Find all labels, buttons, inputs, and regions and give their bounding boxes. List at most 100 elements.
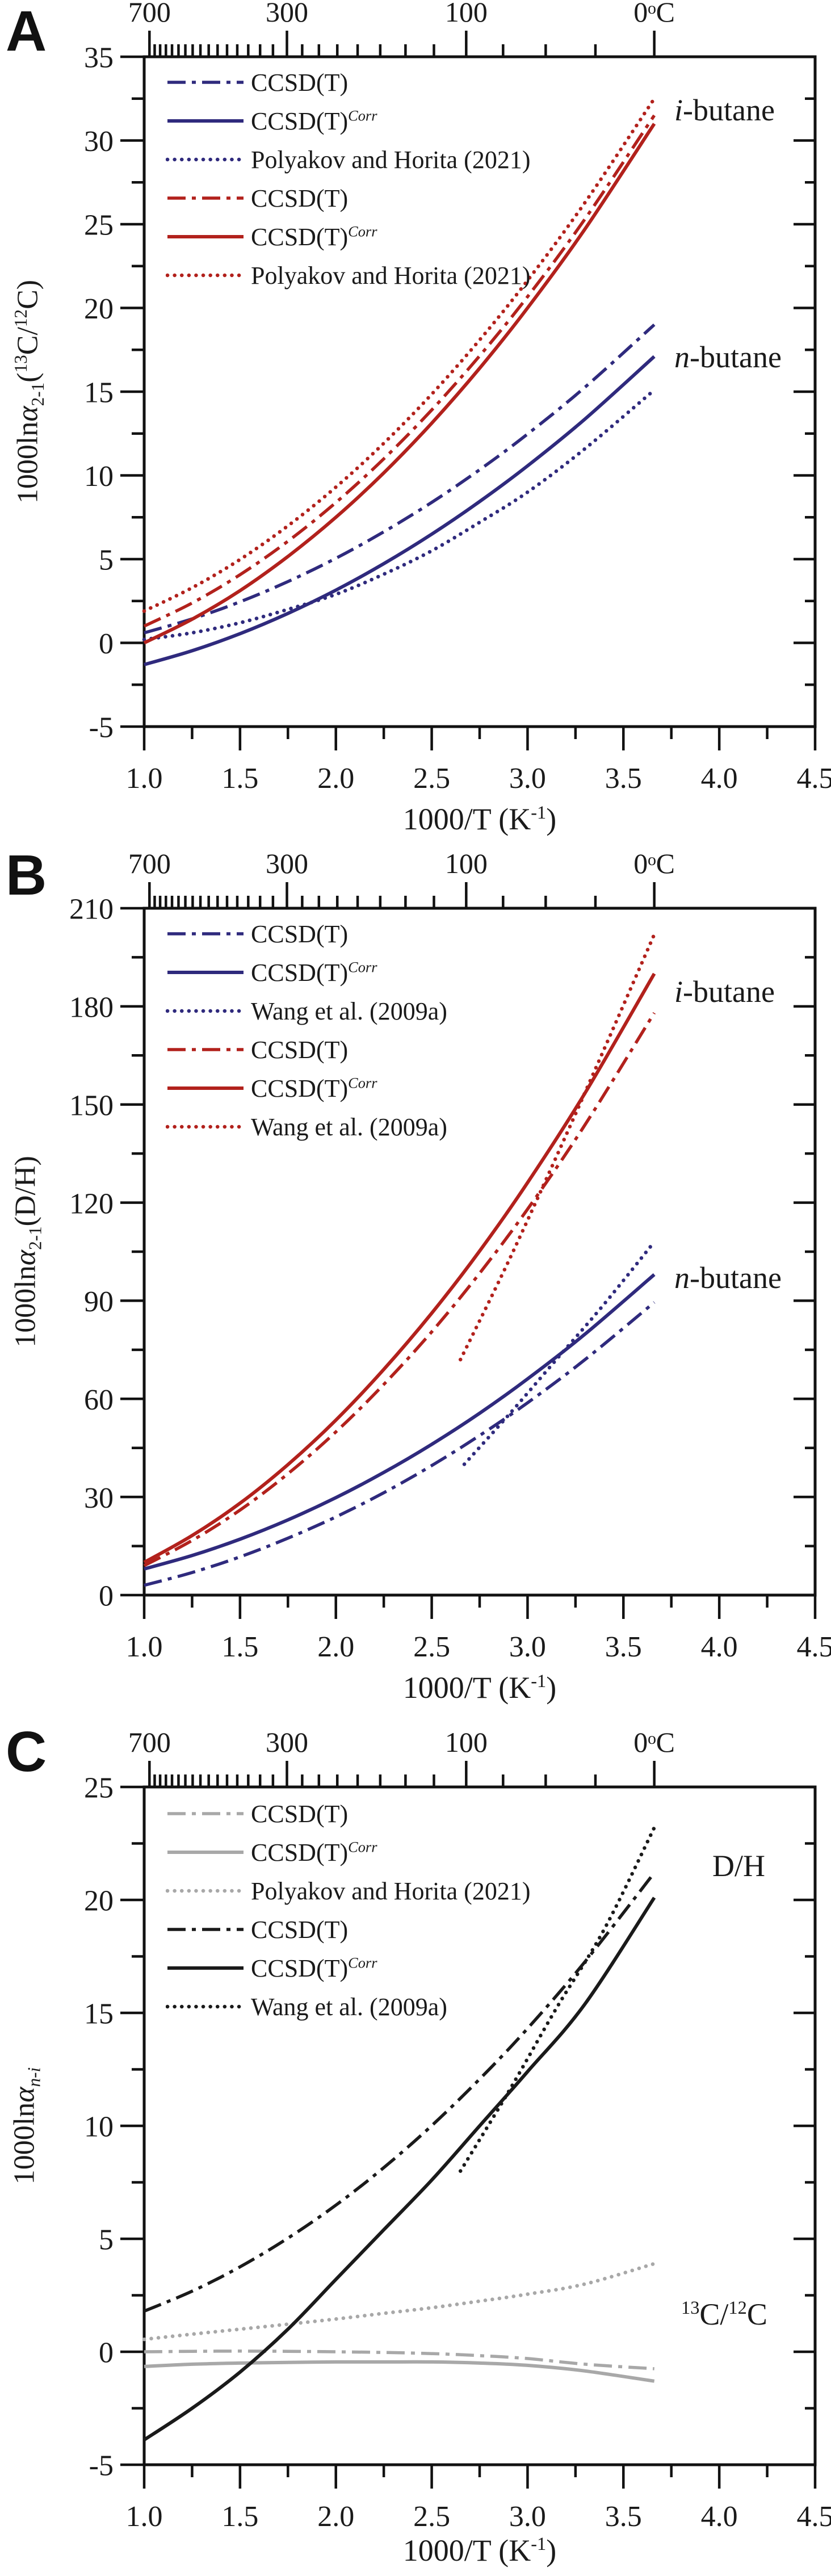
legend-line-sample [166, 1889, 245, 1893]
legend-item-a-3: CCSD(T) [166, 184, 348, 212]
axes-ticks [120, 31, 817, 750]
legend-item-c-5: Wang et al. (2009a) [166, 1993, 447, 2021]
legend-line-sample [167, 235, 244, 238]
legend-line-sample [167, 1812, 244, 1815]
x-tick-label: 2.0 [317, 2501, 354, 2533]
panel-c-letter: C [6, 1720, 47, 1784]
legend-line-sample [166, 1009, 245, 1013]
panel-c-label-13c-12c: 13C/12C [681, 2297, 767, 2331]
series-n-butane-ccsd-t- [144, 1301, 656, 1587]
series-i-butane-ccsd-t-corr [143, 123, 656, 645]
legend-label: CCSD(T)Corr [251, 1953, 377, 1982]
panel-a-x-axis-title: 1000/T (K-1) [402, 802, 557, 836]
panel-b-x-axis-title: 1000/T (K-1) [402, 1671, 557, 1705]
x-tick-label: 3.5 [605, 1631, 642, 1663]
y-tick-label: 0 [99, 2337, 114, 2369]
y-tick-label: 210 [69, 893, 114, 926]
legend-line-sample [167, 119, 244, 123]
panel-a-label-n-butane: n-butane [674, 340, 782, 374]
x-tick-label: 3.5 [605, 2501, 642, 2533]
x-tick-label: 4.5 [797, 2501, 831, 2533]
legend-line-sample [166, 2004, 245, 2009]
series-i-butane-wang-et-al-2009a- [458, 932, 656, 1362]
y-tick-label: 5 [99, 2224, 114, 2256]
top-axis-label: 100 [445, 848, 488, 879]
y-tick-label: 25 [84, 209, 114, 242]
legend-label: Wang et al. (2009a) [251, 997, 447, 1025]
x-tick-label: 4.0 [701, 762, 738, 795]
x-tick-label: 1.0 [126, 762, 163, 795]
y-tick-label: 20 [84, 1885, 114, 1918]
top-axis-label: 0ᵒC [633, 1726, 675, 1758]
panel-c-x-axis-title: 1000/T (K-1) [402, 2533, 557, 2567]
x-tick-label: 3.0 [509, 762, 546, 795]
x-tick-label: 2.0 [317, 762, 354, 795]
series-13c-12c-ccsd-t-corr [144, 2360, 655, 2383]
x-tick-label: 4.5 [797, 762, 831, 795]
series-d-h-ccsd-t- [143, 1872, 656, 2313]
legend-label: CCSD(T)Corr [251, 958, 377, 987]
legend-label: CCSD(T) [251, 68, 349, 97]
y-tick-label: -5 [89, 2450, 114, 2482]
legend-label: CCSD(T) [251, 1035, 349, 1064]
x-tick-label: 4.0 [701, 2501, 738, 2533]
panel-a-label-i-butane: i-butane [674, 93, 775, 127]
panel-c-label-d-h: D/H [712, 1849, 765, 1883]
panel-b-y-axis-title: 1000lnα2-1(D/H) [9, 1156, 45, 1348]
y-tick-label: 120 [69, 1188, 114, 1220]
legend-item-b-3: CCSD(T) [166, 1035, 349, 1064]
x-tick-label: 3.0 [509, 2501, 546, 2533]
legend-item-b-0: CCSD(T) [166, 920, 348, 948]
series-d-h-ccsd-t-corr [143, 1897, 656, 2441]
y-tick-label: 0 [99, 1580, 114, 1613]
panel-a-letter: A [6, 0, 47, 63]
x-tick-label: 4.5 [797, 1631, 831, 1663]
legend-item-c-2: Polyakov and Horita (2021) [166, 1877, 531, 1905]
series-i-butane-ccsd-t- [143, 114, 656, 628]
legend-item-b-5: Wang et al. (2009a) [166, 1113, 447, 1141]
y-tick-label: 0 [99, 628, 114, 660]
legend-label: Wang et al. (2009a) [251, 1113, 447, 1141]
legend-line-sample [167, 1086, 244, 1090]
legend-line-sample [166, 1125, 245, 1129]
panel-b-letter: B [6, 844, 47, 907]
legend-line-sample [166, 157, 245, 162]
x-tick-label: 1.0 [126, 2501, 163, 2533]
series-i-butane-ccsd-t-corr [143, 972, 656, 1564]
y-tick-label: 5 [99, 544, 114, 577]
y-tick-label: 15 [84, 377, 114, 409]
legend-label: CCSD(T)Corr [251, 106, 377, 135]
top-axis-label: 700 [128, 0, 171, 28]
legend-line-sample [167, 81, 244, 84]
y-tick-label: 30 [84, 125, 114, 158]
x-tick-label: 1.5 [221, 1631, 258, 1663]
y-tick-label: 10 [84, 460, 114, 493]
legend-item-c-1: CCSD(T)Corr [166, 1838, 377, 1866]
legend-item-c-4: CCSD(T)Corr [166, 1953, 377, 1982]
plot-panel-c: -5 0 5 10 15 20 25 1.0 1.5 2.0 2.5 3.0 3.5 4.0 4.5 700 3… [84, 1726, 831, 2533]
top-axis-label: 700 [128, 1726, 171, 1758]
tick-labels: -5 0 5 10 15 20 25 1.0 1.5 2.0 2.5 3.0 3.5 4.0 4.5 700 3… [84, 1726, 831, 2533]
legend-label: CCSD(T)Corr [251, 1073, 377, 1102]
legend-line-sample [167, 971, 244, 974]
top-axis-label: 700 [128, 848, 171, 879]
legend-label: CCSD(T) [251, 1799, 349, 1828]
legend-item-a-4: CCSD(T)Corr [166, 223, 377, 251]
legend-label: Polyakov and Horita (2021) [251, 1877, 531, 1905]
legend-line-sample [166, 273, 245, 278]
axes-ticks [120, 1761, 817, 2489]
x-tick-label: 4.0 [701, 1631, 738, 1663]
legend-label: Polyakov and Horita (2021) [251, 145, 531, 174]
legend-item-b-2: Wang et al. (2009a) [166, 997, 447, 1025]
y-tick-label: 10 [84, 2111, 114, 2143]
x-tick-label: 1.0 [126, 1631, 163, 1663]
y-tick-label: 180 [69, 992, 114, 1024]
tick-labels: 0 30 60 90 120 150 180 210 1.0 1.5 2.0 2.5 3.0 3.5 4.0… [69, 848, 831, 1663]
y-tick-label: 90 [84, 1286, 114, 1318]
y-tick-label: 35 [84, 42, 114, 74]
y-tick-label: 15 [84, 1998, 114, 2030]
legend-item-a-5: Polyakov and Horita (2021) [166, 262, 530, 290]
x-tick-label: 1.5 [221, 2501, 258, 2533]
